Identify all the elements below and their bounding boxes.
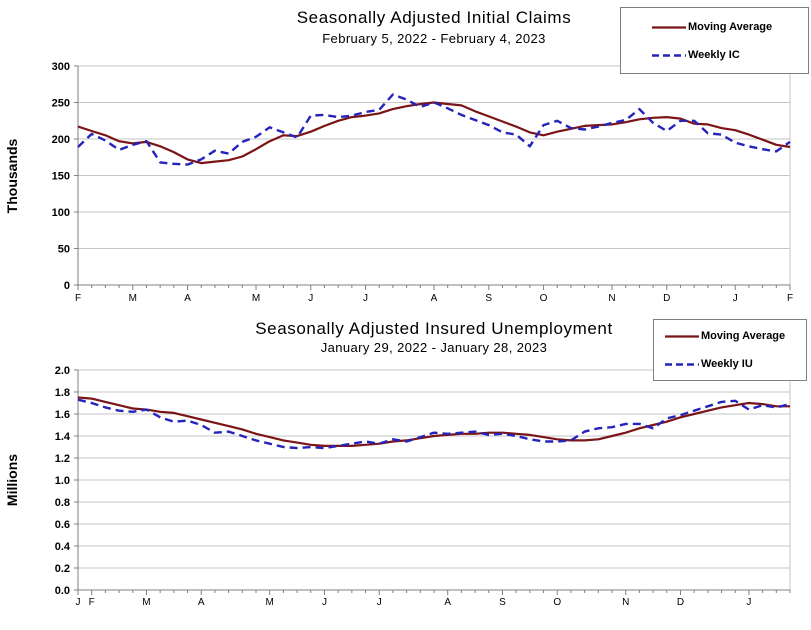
chart-title-insured-unemployment: Seasonally Adjusted Insured Unemployment: [255, 319, 613, 338]
x-tick-label: D: [663, 293, 670, 304]
x-tick-label: M: [129, 293, 137, 304]
y-axis-title: Thousands: [4, 138, 20, 213]
x-tick-label: M: [142, 597, 150, 608]
x-tick-label: J: [76, 597, 81, 608]
legend-insured-unemployment: Moving Average Weekly IU: [653, 319, 807, 381]
x-tick-label: F: [89, 597, 95, 608]
chart-subtitle-initial-claims: February 5, 2022 - February 4, 2023: [322, 31, 546, 46]
x-tick-label: S: [499, 597, 506, 608]
y-tick-label: 150: [52, 170, 70, 182]
legend-label-moving-average: Moving Average: [701, 330, 786, 342]
y-tick-label: 50: [58, 243, 70, 255]
y-tick-label: 100: [52, 207, 70, 219]
x-tick-label: A: [444, 597, 451, 608]
y-tick-label: 0.2: [55, 563, 70, 575]
moving-average-line-icon: [665, 334, 699, 338]
chart-title-initial-claims: Seasonally Adjusted Initial Claims: [296, 8, 572, 27]
legend-entry-weekly-iu: Weekly IU: [664, 358, 753, 370]
x-tick-label: J: [746, 597, 751, 608]
legend-initial-claims: Moving Average Weekly IC: [620, 7, 809, 74]
y-tick-label: 1.8: [55, 387, 70, 399]
x-tick-label: A: [184, 293, 191, 304]
x-tick-label: D: [677, 597, 684, 608]
y-tick-label: 0.0: [55, 585, 70, 597]
weekly-ic-dashed-line-icon: [652, 53, 686, 57]
x-tick-label: N: [622, 597, 629, 608]
x-tick-label: A: [431, 293, 438, 304]
y-tick-label: 1.2: [55, 453, 70, 465]
legend-label-weekly-ic: Weekly IC: [688, 49, 740, 61]
x-tick-label: N: [608, 293, 615, 304]
y-tick-label: 0.8: [55, 497, 70, 509]
y-tick-label: 2.0: [55, 365, 70, 377]
x-tick-label: O: [553, 597, 561, 608]
legend-entry-moving-average: Moving Average: [664, 330, 785, 342]
legend-label-weekly-iu: Weekly IU: [701, 358, 753, 370]
moving-average-line: [77, 101, 791, 165]
weekly-iu-dashed-line-icon: [665, 362, 699, 366]
x-tick-label: F: [787, 293, 793, 304]
x-tick-label: J: [322, 597, 327, 608]
legend-label-moving-average: Moving Average: [688, 21, 773, 33]
x-tick-label: J: [377, 597, 382, 608]
weekly-ic-line: [77, 93, 791, 166]
x-tick-label: F: [75, 293, 81, 304]
moving-average-line-icon: [652, 25, 686, 29]
y-tick-label: 200: [52, 134, 70, 146]
y-axis-title: Millions: [4, 454, 20, 506]
y-tick-label: 1.4: [55, 431, 71, 443]
y-tick-label: 1.6: [55, 409, 70, 421]
x-tick-label: J: [363, 293, 368, 304]
x-tick-label: M: [252, 293, 260, 304]
y-tick-label: 300: [52, 61, 70, 73]
weekly-iu-line: [77, 398, 791, 450]
x-tick-label: M: [266, 597, 274, 608]
y-tick-label: 250: [52, 97, 70, 109]
legend-entry-weekly-ic: Weekly IC: [651, 49, 740, 61]
chart-subtitle-insured-unemployment: January 29, 2022 - January 28, 2023: [320, 340, 548, 355]
x-tick-label: S: [485, 293, 492, 304]
x-tick-label: J: [733, 293, 738, 304]
y-tick-label: 0: [64, 280, 70, 292]
x-tick-label: J: [308, 293, 313, 304]
x-tick-label: O: [540, 293, 548, 304]
y-tick-label: 0.4: [55, 541, 71, 553]
y-tick-label: 1.0: [55, 475, 70, 487]
y-tick-label: 0.6: [55, 519, 70, 531]
legend-entry-moving-average: Moving Average: [651, 21, 772, 33]
moving-average-line: [77, 396, 790, 447]
x-tick-label: A: [198, 597, 205, 608]
